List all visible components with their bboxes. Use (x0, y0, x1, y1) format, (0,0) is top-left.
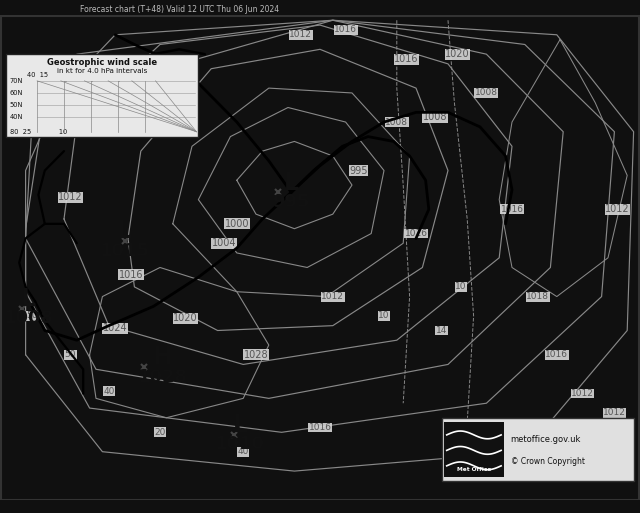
Text: 10: 10 (378, 311, 390, 321)
Text: 1008: 1008 (385, 117, 408, 127)
Text: 20: 20 (154, 428, 166, 437)
Text: 1008: 1008 (475, 88, 498, 97)
Text: © Crown Copyright: © Crown Copyright (511, 458, 585, 466)
Text: 1016: 1016 (545, 350, 568, 359)
Text: 10: 10 (455, 282, 467, 291)
Text: 60N: 60N (10, 90, 23, 96)
Text: 995: 995 (273, 193, 310, 211)
Text: L: L (284, 171, 299, 194)
Text: 1024: 1024 (103, 323, 127, 333)
FancyBboxPatch shape (444, 422, 504, 477)
FancyBboxPatch shape (6, 54, 198, 136)
Text: 1004: 1004 (212, 238, 236, 248)
Text: L: L (232, 413, 248, 437)
Text: 1012: 1012 (605, 204, 630, 214)
Text: 1012: 1012 (289, 30, 312, 40)
Text: 1008: 1008 (4, 309, 54, 327)
Text: 14: 14 (436, 326, 447, 335)
Text: 1028: 1028 (138, 367, 188, 386)
Text: 1016: 1016 (334, 26, 357, 34)
Text: 1016: 1016 (308, 423, 332, 432)
Text: 1015: 1015 (100, 242, 150, 260)
Text: 50: 50 (65, 350, 76, 359)
Text: 1020: 1020 (445, 49, 470, 59)
Text: 40  15: 40 15 (27, 72, 48, 78)
Text: in kt for 4.0 hPa intervals: in kt for 4.0 hPa intervals (57, 68, 148, 74)
Text: Forecast chart (T+48) Valid 12 UTC Thu 06 Jun 2024: Forecast chart (T+48) Valid 12 UTC Thu 0… (79, 5, 279, 14)
Text: 1018: 1018 (526, 292, 549, 301)
Text: H: H (154, 345, 173, 369)
Text: 1008: 1008 (423, 112, 447, 122)
Text: 1016: 1016 (394, 54, 419, 64)
Text: 50: 50 (26, 311, 38, 321)
Text: 1012: 1012 (603, 408, 626, 418)
Text: L: L (21, 287, 36, 311)
FancyBboxPatch shape (442, 418, 634, 481)
Text: 80  25             10: 80 25 10 (10, 129, 67, 135)
Text: 1016: 1016 (119, 270, 143, 280)
Text: 995: 995 (349, 166, 367, 175)
Text: 1016: 1016 (404, 229, 428, 238)
Text: 40N: 40N (10, 114, 23, 120)
Text: 1016: 1016 (500, 205, 524, 214)
Text: 1012: 1012 (321, 292, 344, 301)
Text: 50N: 50N (10, 102, 23, 108)
Text: 1012: 1012 (58, 192, 83, 202)
Text: Geostrophic wind scale: Geostrophic wind scale (47, 58, 157, 67)
Text: 70N: 70N (10, 78, 23, 84)
Text: 1012: 1012 (571, 389, 594, 398)
Text: 1020: 1020 (173, 313, 198, 323)
Text: 40: 40 (237, 447, 249, 456)
Text: 40: 40 (103, 387, 115, 396)
Text: 1000: 1000 (225, 219, 249, 229)
Text: metoffice.gov.uk: metoffice.gov.uk (511, 436, 581, 444)
Text: 1010: 1010 (215, 436, 265, 453)
Text: Met Office: Met Office (457, 467, 491, 472)
Text: 1028: 1028 (244, 350, 268, 360)
Text: L: L (117, 219, 132, 243)
